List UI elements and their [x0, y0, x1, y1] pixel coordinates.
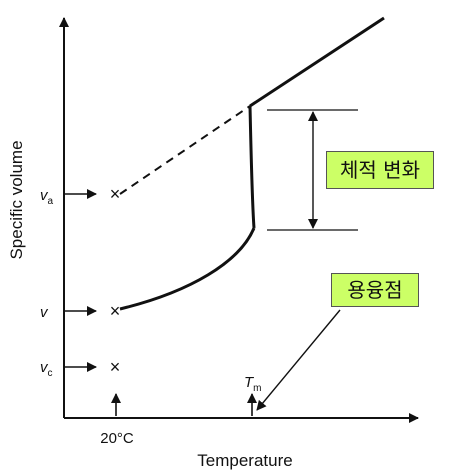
solid-state-curve [119, 227, 256, 311]
x-tick-label-20c: 20°C [100, 430, 134, 447]
x-axis-title: Temperature [197, 451, 292, 470]
volume-change-label: 체적 변화 [326, 151, 434, 189]
y-tick-label-va: va [40, 187, 54, 207]
y-tick-label-v: v [40, 304, 49, 321]
marker-v: × [110, 301, 121, 321]
y-axis-title: Specific volume [7, 140, 26, 259]
melting-jump-line [248, 105, 256, 229]
extrapolation-dashed-line [119, 105, 251, 195]
melting-point-arrow [256, 309, 341, 411]
x-tick-label-tm: Tm [244, 374, 262, 394]
y-tick-label-vc: vc [40, 359, 53, 379]
liquid-line [249, 16, 385, 108]
marker-vc: × [110, 357, 121, 377]
marker-va: × [110, 184, 121, 204]
melting-point-label: 용융점 [331, 273, 419, 307]
